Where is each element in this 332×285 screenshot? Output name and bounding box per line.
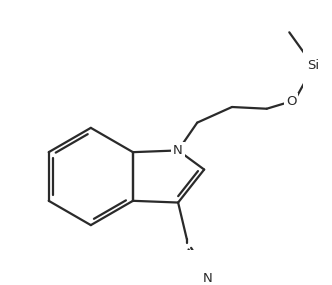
Text: N: N bbox=[203, 272, 212, 285]
Text: N: N bbox=[173, 144, 183, 157]
Text: Si: Si bbox=[307, 59, 320, 72]
Text: O: O bbox=[286, 95, 296, 108]
